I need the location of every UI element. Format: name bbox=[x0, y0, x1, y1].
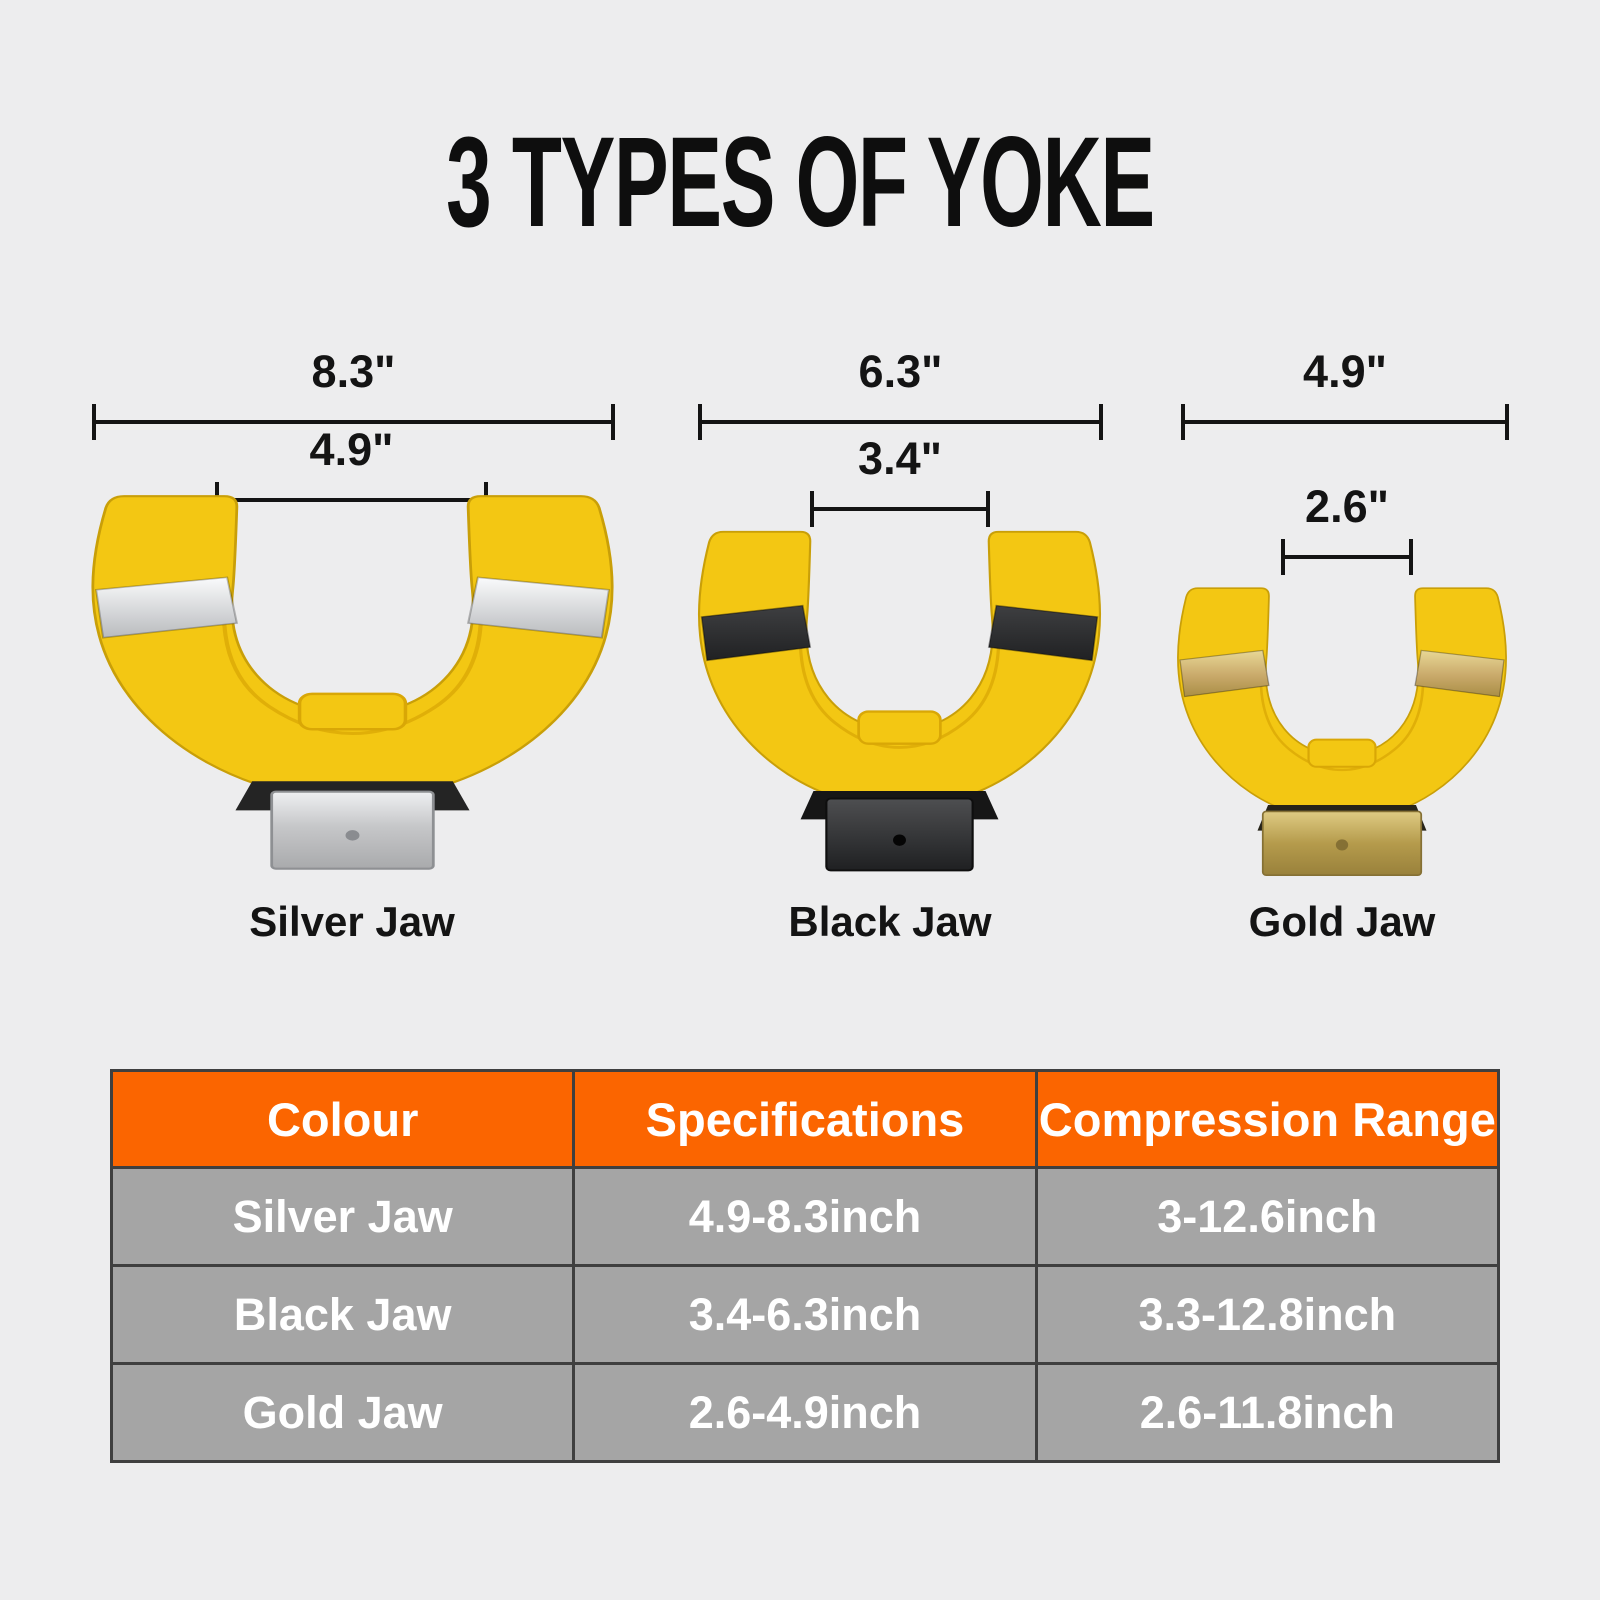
dimension-line bbox=[810, 507, 990, 511]
metal-insert-right bbox=[1414, 649, 1505, 698]
cell-black-spec: 3.4-6.3inch bbox=[572, 1264, 1038, 1365]
yoke-inner-ridge bbox=[221, 604, 484, 735]
silver-inner-dimension-label: 4.9" bbox=[309, 424, 394, 475]
mount-hole bbox=[1335, 839, 1349, 851]
silver-jaw-illustration bbox=[91, 495, 614, 870]
cell-gold-range: 2.6-11.8inch bbox=[1034, 1362, 1501, 1463]
page-title: 3 TYPES OF YOKE bbox=[446, 111, 1155, 254]
black-jaw-label: Black Jaw bbox=[788, 898, 992, 945]
yoke-center-tab bbox=[297, 692, 408, 731]
gold-outer-dimension-label: 4.9" bbox=[1303, 346, 1387, 397]
black-outer-dimension-label: 6.3" bbox=[858, 346, 943, 397]
yoke-body bbox=[698, 530, 1101, 809]
header-colour: Colour bbox=[109, 1069, 576, 1169]
dimension-line bbox=[698, 420, 1103, 424]
spec-table: Colour Specifications Compression Range … bbox=[109, 1069, 1501, 1463]
dimension-tick bbox=[1099, 404, 1103, 440]
dimension-line bbox=[1281, 555, 1413, 559]
cell-gold-spec: 2.6-4.9inch bbox=[572, 1362, 1038, 1463]
silver-inner-dimension: 4.9" bbox=[215, 424, 488, 518]
dimension-line bbox=[215, 498, 488, 502]
yoke-inner-ridge bbox=[1259, 671, 1425, 772]
yoke-center-tab bbox=[857, 710, 942, 745]
header-specifications: Specifications bbox=[572, 1069, 1038, 1169]
mount-hole bbox=[893, 834, 906, 846]
dimension-line bbox=[1181, 420, 1509, 424]
black-inner-dimension: 3.4" bbox=[810, 433, 990, 527]
metal-insert-right bbox=[466, 576, 611, 639]
cell-silver-spec: 4.9-8.3inch bbox=[572, 1166, 1038, 1267]
dimension-line bbox=[92, 420, 615, 424]
cell-black-colour: Black Jaw bbox=[109, 1264, 576, 1365]
mount-hole bbox=[345, 830, 360, 841]
metal-insert-left bbox=[94, 576, 239, 639]
gold-inner-dimension: 2.6" bbox=[1281, 481, 1413, 575]
black-inner-dimension-label: 3.4" bbox=[858, 433, 942, 484]
silver-jaw-label: Silver Jaw bbox=[249, 898, 455, 945]
yoke-inner-ridge bbox=[798, 630, 1001, 749]
black-jaw-illustration bbox=[698, 530, 1101, 872]
metal-insert-left bbox=[700, 604, 812, 662]
black-outer-dimension: 6.3" bbox=[698, 346, 1103, 440]
dimension-tick bbox=[986, 491, 990, 527]
yoke-body bbox=[91, 495, 614, 802]
header-compression-range: Compression Range bbox=[1034, 1069, 1501, 1169]
metal-insert-left bbox=[1179, 649, 1270, 698]
silver-outer-dimension: 8.3" bbox=[92, 346, 615, 440]
gold-jaw-label: Gold Jaw bbox=[1248, 898, 1436, 945]
table-row-gold: Gold Jaw 2.6-4.9inch 2.6-11.8inch bbox=[109, 1362, 1501, 1463]
gold-jaw-illustration bbox=[1177, 587, 1507, 877]
yoke-body bbox=[1177, 587, 1507, 822]
yoke-center-tab bbox=[1307, 738, 1377, 768]
cell-black-range: 3.3-12.8inch bbox=[1034, 1264, 1501, 1365]
mount-block bbox=[825, 797, 974, 872]
cell-silver-colour: Silver Jaw bbox=[109, 1166, 576, 1267]
dimension-tick bbox=[1409, 539, 1413, 575]
mount-block bbox=[270, 790, 435, 870]
gold-outer-dimension: 4.9" bbox=[1181, 346, 1509, 440]
gold-inner-dimension-label: 2.6" bbox=[1305, 481, 1389, 532]
cell-silver-range: 3-12.6inch bbox=[1034, 1166, 1501, 1267]
table-header-row: Colour Specifications Compression Range bbox=[109, 1069, 1501, 1169]
metal-insert-right bbox=[987, 604, 1099, 662]
silver-outer-dimension-label: 8.3" bbox=[311, 346, 396, 397]
table-row-silver: Silver Jaw 4.9-8.3inch 3-12.6inch bbox=[109, 1166, 1501, 1267]
dimension-tick bbox=[611, 404, 615, 440]
cell-gold-colour: Gold Jaw bbox=[109, 1362, 576, 1463]
table-row-black: Black Jaw 3.4-6.3inch 3.3-12.8inch bbox=[109, 1264, 1501, 1365]
dimension-tick bbox=[1505, 404, 1509, 440]
